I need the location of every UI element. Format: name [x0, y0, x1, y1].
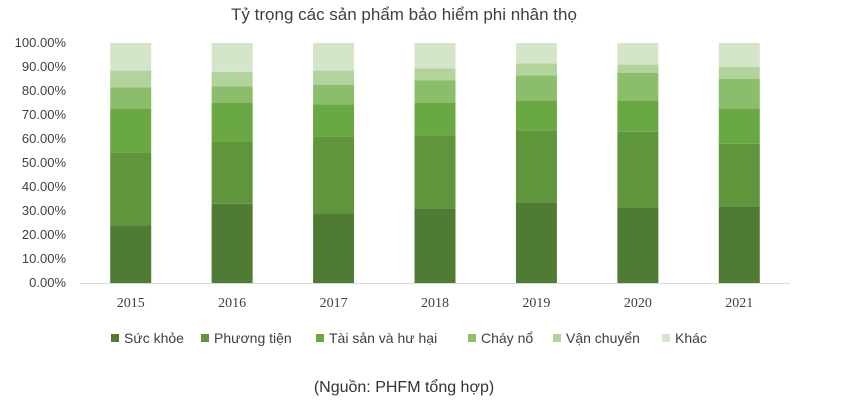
legend-swatch	[111, 334, 119, 342]
legend-label: Phương tiện	[214, 330, 292, 346]
legend-label: Cháy nổ	[481, 330, 533, 346]
x-tick-label: 2021	[725, 296, 753, 311]
bar-segment-2019-0	[515, 202, 557, 283]
x-tick-label: 2017	[320, 296, 348, 311]
bar-segment-2016-3	[211, 86, 253, 103]
bar-segment-2020-4	[617, 64, 659, 73]
bar-segment-2016-1	[211, 141, 253, 204]
y-tick-label: 30.00%	[22, 203, 67, 218]
bar-segment-2015-0	[110, 225, 152, 283]
y-tick-label: 10.00%	[22, 251, 67, 266]
bar-segment-2021-5	[718, 43, 760, 67]
bar-segment-2017-0	[313, 213, 355, 283]
legend-label: Sức khỏe	[124, 330, 184, 346]
bar-segment-2019-2	[515, 100, 557, 131]
x-tick-label: 2020	[624, 296, 652, 311]
bar-segment-2017-3	[313, 85, 355, 105]
x-tick-label: 2019	[522, 296, 550, 311]
source-note: (Nguồn: PHFM tổng hợp)	[314, 378, 494, 396]
bar-segment-2021-3	[718, 79, 760, 109]
legend-swatch	[553, 334, 561, 342]
bar-segment-2016-4	[211, 71, 253, 87]
y-tick-label: 20.00%	[22, 227, 67, 242]
bar-segment-2018-5	[414, 43, 456, 69]
bar-segment-2017-4	[313, 70, 355, 85]
bar-segment-2019-3	[515, 75, 557, 101]
bar-segment-2015-3	[110, 87, 152, 109]
bar-segment-2016-2	[211, 103, 253, 142]
bar-segment-2020-0	[617, 207, 659, 283]
bar-segment-2020-2	[617, 100, 659, 132]
bar-segment-2015-2	[110, 109, 152, 153]
bar-segment-2018-2	[414, 103, 456, 136]
bar-segment-2019-1	[515, 130, 557, 203]
x-tick-label: 2016	[218, 296, 246, 311]
bar-segment-2016-0	[211, 203, 253, 283]
bar-segment-2020-3	[617, 73, 659, 101]
legend-label: Vận chuyển	[566, 330, 640, 346]
legend-swatch	[201, 334, 209, 342]
bar-segment-2019-5	[515, 43, 557, 64]
bar-segment-2021-1	[718, 143, 760, 207]
y-tick-label: 60.00%	[22, 131, 67, 146]
bar-segment-2015-4	[110, 70, 152, 88]
x-tick-label: 2015	[117, 296, 145, 311]
bar-segment-2017-5	[313, 43, 355, 71]
bar-segment-2018-1	[414, 135, 456, 209]
y-tick-label: 0.00%	[29, 275, 66, 290]
bar-segment-2015-1	[110, 152, 152, 226]
bar-segment-2021-0	[718, 206, 760, 283]
legend-label: Khác	[675, 330, 707, 346]
bar-segment-2020-5	[617, 43, 659, 65]
bar-segment-2021-4	[718, 67, 760, 79]
y-tick-label: 50.00%	[22, 155, 67, 170]
legend-swatch	[468, 334, 476, 342]
bar-segment-2015-5	[110, 43, 152, 71]
y-tick-label: 100.00%	[15, 35, 67, 50]
bar-segment-2018-0	[414, 208, 456, 283]
y-tick-label: 80.00%	[22, 83, 67, 98]
legend-swatch	[316, 334, 324, 342]
bar-segment-2018-3	[414, 80, 456, 103]
bar-segment-2017-1	[313, 136, 355, 214]
y-tick-label: 90.00%	[22, 59, 67, 74]
bar-segment-2019-4	[515, 63, 557, 76]
bar-segment-2016-5	[211, 43, 253, 72]
bar-segment-2020-1	[617, 131, 659, 208]
bar-segment-2021-2	[718, 109, 760, 144]
bar-segment-2017-2	[313, 104, 355, 137]
x-tick-label: 2018	[421, 296, 449, 311]
y-tick-label: 40.00%	[22, 179, 67, 194]
chart-title: Tỷ trọng các sản phẩm bảo hiểm phi nhân …	[231, 5, 577, 24]
bar-segment-2018-4	[414, 68, 456, 81]
legend-label: Tài sản và hư hại	[329, 330, 437, 346]
y-tick-label: 70.00%	[22, 107, 67, 122]
legend-swatch	[662, 334, 670, 342]
